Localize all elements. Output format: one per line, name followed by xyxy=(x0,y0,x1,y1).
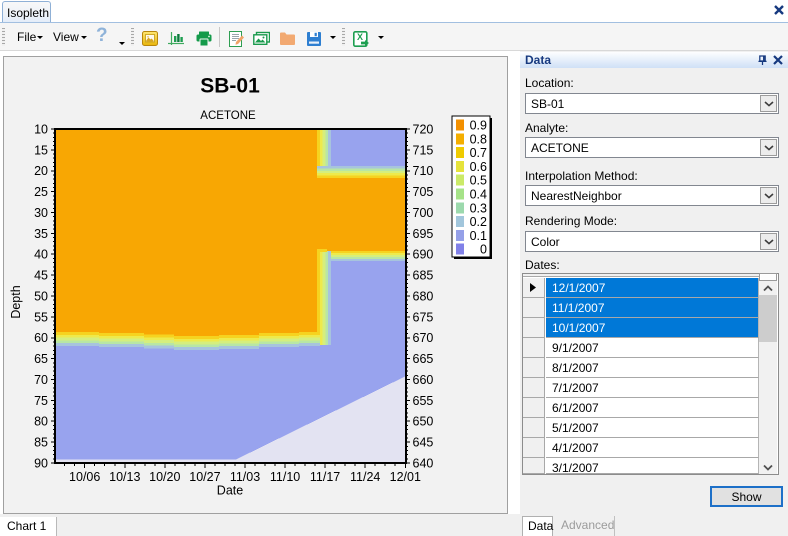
svg-text:0.7: 0.7 xyxy=(470,146,487,160)
svg-text:70: 70 xyxy=(34,373,48,387)
svg-text:0.3: 0.3 xyxy=(470,201,487,215)
svg-text:Date: Date xyxy=(217,484,243,498)
svg-text:0.5: 0.5 xyxy=(470,174,487,188)
svg-text:645: 645 xyxy=(413,436,434,450)
svg-text:675: 675 xyxy=(413,310,434,324)
svg-text:Depth: Depth xyxy=(9,285,23,318)
svg-text:30: 30 xyxy=(34,206,48,220)
svg-text:655: 655 xyxy=(413,394,434,408)
svg-text:665: 665 xyxy=(413,352,434,366)
svg-text:720: 720 xyxy=(413,122,434,136)
svg-text:0.6: 0.6 xyxy=(470,160,487,174)
svg-text:11/24: 11/24 xyxy=(350,470,380,484)
svg-text:85: 85 xyxy=(34,436,48,450)
svg-text:10/27: 10/27 xyxy=(189,470,220,484)
svg-text:11/17: 11/17 xyxy=(310,470,340,484)
svg-text:0.1: 0.1 xyxy=(470,229,487,243)
svg-text:10: 10 xyxy=(34,122,48,136)
svg-text:10/20: 10/20 xyxy=(149,470,180,484)
svg-text:705: 705 xyxy=(413,185,434,199)
svg-text:80: 80 xyxy=(34,415,48,429)
svg-text:35: 35 xyxy=(34,227,48,241)
svg-text:0: 0 xyxy=(480,243,487,257)
svg-text:685: 685 xyxy=(413,269,434,283)
svg-text:55: 55 xyxy=(34,310,48,324)
svg-text:75: 75 xyxy=(34,394,48,408)
svg-text:660: 660 xyxy=(413,373,434,387)
svg-text:640: 640 xyxy=(413,456,434,470)
svg-text:X: X xyxy=(357,32,363,42)
svg-text:SB-01: SB-01 xyxy=(200,75,260,98)
svg-text:90: 90 xyxy=(34,456,48,470)
svg-text:40: 40 xyxy=(34,248,48,262)
svg-text:700: 700 xyxy=(413,206,434,220)
svg-text:12/01: 12/01 xyxy=(390,470,421,484)
svg-text:710: 710 xyxy=(413,164,434,178)
svg-text:0.4: 0.4 xyxy=(470,188,487,202)
svg-text:690: 690 xyxy=(413,248,434,262)
svg-text:0.8: 0.8 xyxy=(470,132,487,146)
svg-text:65: 65 xyxy=(34,352,48,366)
svg-text:10/13: 10/13 xyxy=(109,470,140,484)
svg-text:45: 45 xyxy=(34,269,48,283)
svg-text:15: 15 xyxy=(34,143,48,157)
svg-text:695: 695 xyxy=(413,227,434,241)
svg-text:60: 60 xyxy=(34,331,48,345)
svg-text:10/06: 10/06 xyxy=(69,470,100,484)
svg-text:0.2: 0.2 xyxy=(470,215,487,229)
svg-text:650: 650 xyxy=(413,415,434,429)
svg-text:25: 25 xyxy=(34,185,48,199)
svg-text:715: 715 xyxy=(413,143,434,157)
svg-text:11/03: 11/03 xyxy=(230,470,260,484)
svg-text:50: 50 xyxy=(34,289,48,303)
svg-text:20: 20 xyxy=(34,164,48,178)
svg-text:680: 680 xyxy=(413,289,434,303)
svg-text:670: 670 xyxy=(413,331,434,345)
svg-text:11/10: 11/10 xyxy=(270,470,300,484)
svg-text:ACETONE: ACETONE xyxy=(200,110,256,122)
svg-text:0.9: 0.9 xyxy=(470,119,487,133)
